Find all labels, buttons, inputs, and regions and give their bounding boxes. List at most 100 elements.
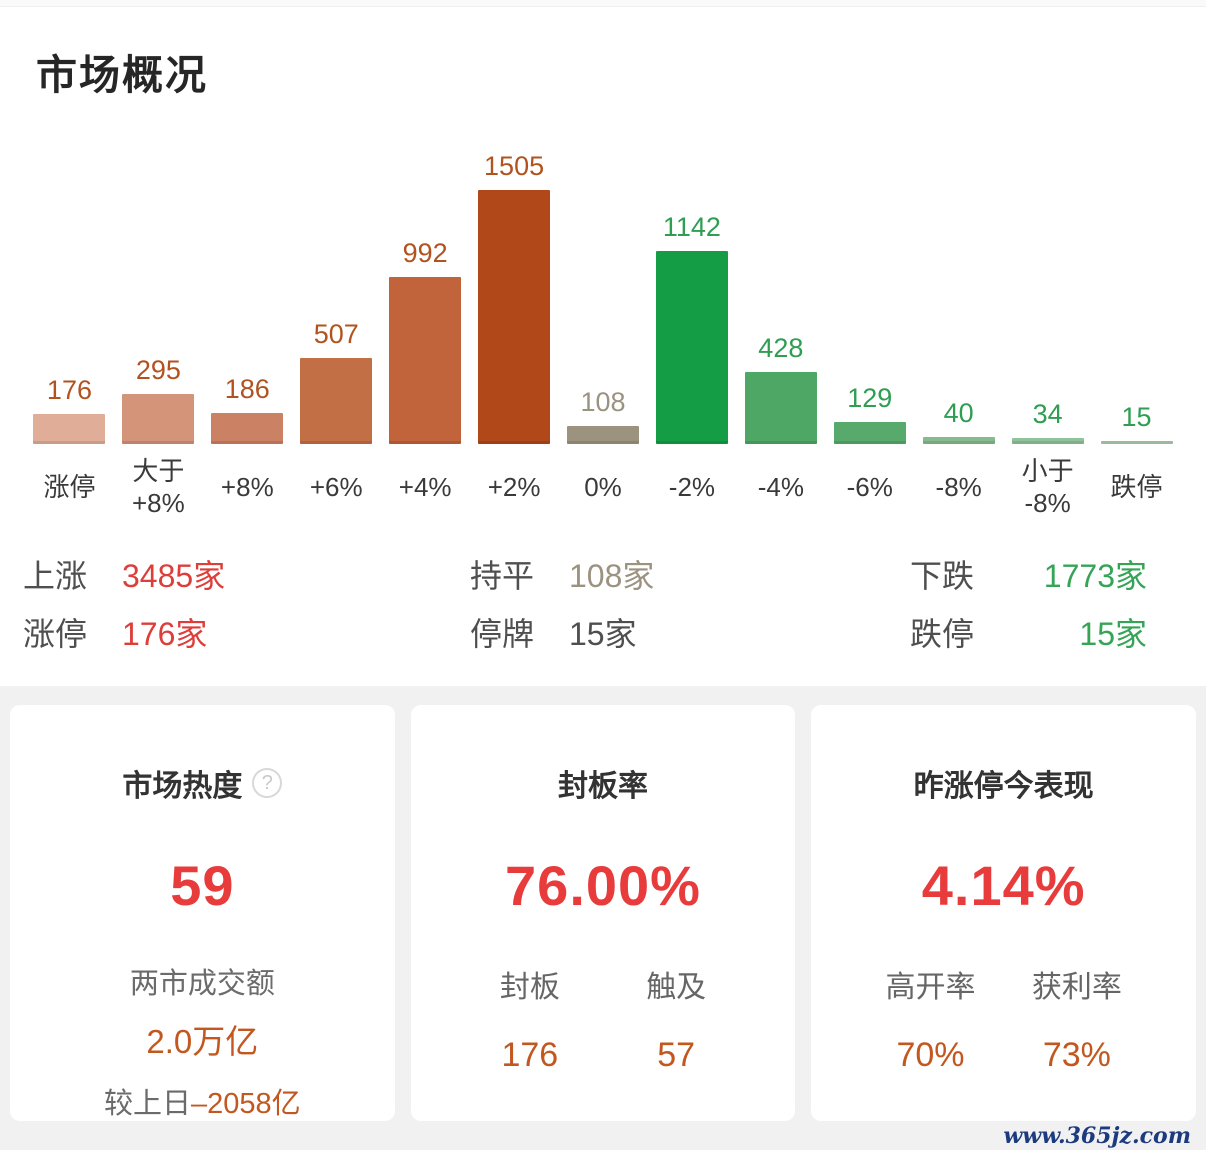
turnover-change: 较上日–2058亿 (10, 1080, 395, 1122)
summary-row: 上涨 3485家 (23, 556, 323, 596)
bar-category-label: -6% (846, 471, 893, 502)
card-title-text: 昨涨停今表现 (913, 770, 1094, 803)
bar (744, 372, 817, 444)
card-title: 封板率 (411, 761, 796, 805)
bar-column: 108 0% (559, 144, 648, 530)
top-divider (0, 0, 1206, 7)
bar (1100, 441, 1173, 444)
bar-zone: 992 (381, 144, 470, 444)
summary-row: 停牌 15家 (470, 614, 770, 654)
bar-value-label: 295 (135, 355, 181, 385)
summary-value: 15家 (1079, 616, 1147, 652)
bar (211, 413, 284, 444)
summary-row: 涨停 176家 (23, 614, 323, 654)
card-title: 市场热度 ? (10, 761, 395, 805)
bar-zone: 428 (736, 144, 825, 444)
summary-label: 涨停 (23, 616, 88, 652)
bar-zone: 507 (292, 144, 381, 444)
turnover-label: 两市成交额 (129, 968, 275, 1000)
bar-zone: 186 (203, 144, 292, 444)
summary-value: 108家 (569, 558, 655, 594)
bar (566, 426, 639, 444)
market-heat-value: 59 (170, 854, 235, 917)
card-yesterday-limit-up: 昨涨停今表现 4.14% 高开率 70% 获利率 73% (811, 705, 1197, 1121)
card-seal-rate: 封板率 76.00% 封板 176 触及 57 (410, 705, 796, 1121)
card-title-text: 封板率 (558, 770, 648, 803)
turnover-change-label: 较上日 (104, 1088, 192, 1120)
bar-category-label: -2% (668, 471, 716, 502)
bar-chart: 176 涨停 295 大于 +8% 186 +8% 507 +6% 992 +4% 1505 +2% 10… (0, 144, 1206, 530)
bar-zone: 108 (559, 144, 648, 444)
stats-section: 市场热度 ? 59 两市成交额 2.0万亿 较上日–2058亿 封板率 76.0… (0, 686, 1206, 1150)
summary-value: 176家 (122, 616, 208, 652)
bar-value-label: 1505 (484, 151, 545, 181)
summary-group-decliners: 下跌 1773家 跌停 15家 (910, 556, 1147, 672)
yesterday-performance-value: 4.14% (921, 854, 1086, 917)
bar-zone: 40 (914, 144, 1003, 444)
bar-category-label: -8% (935, 471, 982, 502)
bar (300, 358, 373, 444)
cards-row: 市场热度 ? 59 两市成交额 2.0万亿 较上日–2058亿 封板率 76.0… (0, 686, 1206, 1121)
stat-label: 触及 (646, 971, 707, 1004)
stat-label: 获利率 (1031, 971, 1122, 1004)
summary-label: 跌停 (910, 616, 975, 652)
bar-value-label: 34 (1032, 399, 1063, 429)
bar (922, 437, 995, 444)
card-title-text: 市场热度 (122, 770, 243, 803)
bar-column: 507 +6% (292, 144, 381, 530)
stat-label: 高开率 (885, 971, 976, 1004)
bar (478, 190, 551, 444)
summary-value: 15家 (569, 616, 637, 652)
stat-label: 封板 (499, 971, 560, 1004)
stat-value: 176 (501, 1036, 559, 1074)
summary-label: 持平 (470, 558, 535, 594)
bar-zone: 295 (114, 144, 203, 444)
bar-category-label: +8% (220, 471, 274, 502)
bar-category-label: +2% (487, 471, 541, 502)
bar-column: 1142 -2% (647, 144, 736, 530)
turnover-change-value: –2058亿 (191, 1088, 301, 1120)
bar-column: 34 小于 -8% (1003, 144, 1092, 530)
stat-sealed: 封板 176 (457, 962, 603, 1075)
bar-zone: 1505 (470, 144, 559, 444)
bar-column: 428 -4% (736, 144, 825, 530)
bar-value-label: 1142 (662, 212, 721, 242)
bar-category-label: 0% (584, 471, 622, 502)
page-title: 市场概况 (36, 52, 208, 98)
bar-zone: 1142 (647, 144, 736, 444)
watermark: www.365jz.com (1003, 1123, 1191, 1149)
bar-column: 186 +8% (203, 144, 292, 530)
bar-zone: 176 (25, 144, 114, 444)
bar-category-label: +4% (398, 471, 452, 502)
summary-value: 3485家 (122, 558, 226, 594)
seal-rate-value: 76.00% (505, 854, 701, 917)
bar-column: 1505 +2% (470, 144, 559, 530)
help-icon[interactable]: ? (252, 768, 283, 798)
summary-group-advancers: 上涨 3485家 涨停 176家 (23, 556, 323, 672)
bar-category-label: 大于 +8% (132, 455, 185, 519)
summary-value: 1773家 (1043, 558, 1147, 594)
bar-value-label: 40 (943, 398, 974, 428)
bar-value-label: 186 (224, 374, 270, 404)
bar-value-label: 992 (402, 238, 448, 268)
bar (655, 251, 728, 444)
card-title: 昨涨停今表现 (811, 761, 1196, 805)
bar (33, 414, 106, 444)
card-stats: 封板 176 触及 57 (411, 962, 796, 1075)
stat-open-high-rate: 高开率 70% (857, 962, 1003, 1075)
turnover-value: 2.0万亿 (146, 1023, 259, 1060)
card-market-heat: 市场热度 ? 59 两市成交额 2.0万亿 较上日–2058亿 (10, 705, 395, 1121)
summary-label: 停牌 (470, 616, 535, 652)
bar (122, 394, 195, 444)
bar (389, 277, 462, 444)
summary-row: 持平 108家 (470, 556, 770, 596)
bar-zone: 34 (1003, 144, 1092, 444)
bar-value-label: 507 (313, 319, 359, 349)
bar-category-label: 涨停 (43, 471, 96, 502)
bar-category-label: -4% (757, 471, 804, 502)
bar-value-label: 15 (1121, 402, 1152, 432)
card-stats: 高开率 70% 获利率 73% (811, 962, 1196, 1075)
summary-row: 下跌 1773家 (910, 556, 1147, 596)
bar (833, 422, 906, 444)
bar-column: 992 +4% (381, 144, 470, 530)
